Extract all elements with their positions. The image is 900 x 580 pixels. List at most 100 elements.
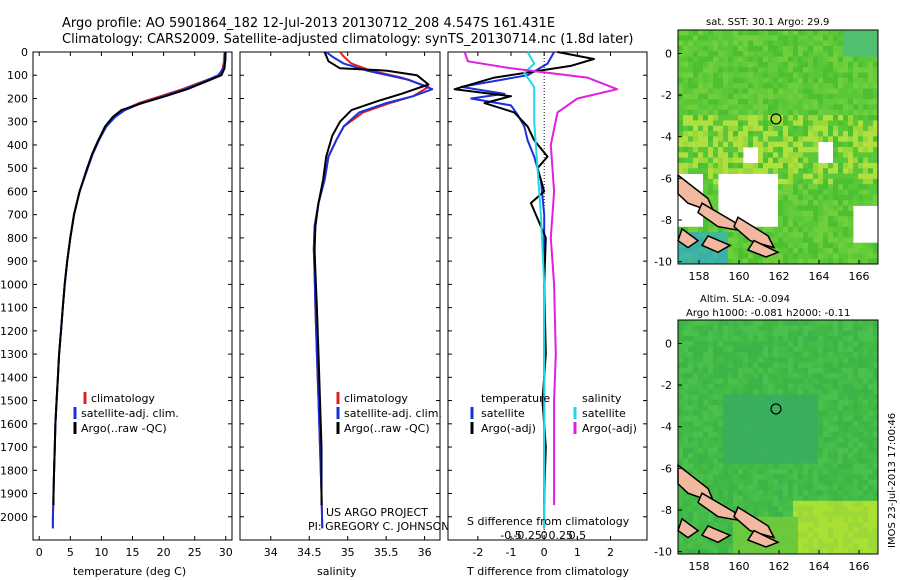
map-cell bbox=[723, 131, 729, 137]
map-cell bbox=[713, 548, 719, 555]
map-cell bbox=[733, 51, 739, 57]
map-cell bbox=[873, 320, 879, 326]
map-cell bbox=[768, 67, 774, 73]
map-cell bbox=[788, 516, 794, 523]
map-cell bbox=[678, 410, 684, 417]
map-cell bbox=[723, 437, 729, 443]
map-cell bbox=[868, 168, 874, 174]
map-cell bbox=[803, 77, 809, 84]
map-cell bbox=[858, 109, 864, 116]
map-cell bbox=[858, 147, 864, 153]
map-cell bbox=[693, 40, 699, 47]
map-cell bbox=[713, 152, 719, 159]
map-cell bbox=[728, 40, 734, 47]
map-cell bbox=[738, 248, 744, 254]
map-cell bbox=[783, 442, 789, 449]
map-cell bbox=[858, 178, 864, 185]
map-cell bbox=[683, 378, 689, 385]
map-cell bbox=[708, 437, 714, 443]
map-cell bbox=[843, 362, 849, 369]
map-cell bbox=[873, 383, 879, 390]
map-cell bbox=[718, 399, 724, 406]
map-cell bbox=[718, 61, 724, 68]
map-cell bbox=[688, 30, 694, 36]
map-cell bbox=[773, 479, 779, 486]
map-cell bbox=[678, 538, 684, 544]
map-cell bbox=[838, 527, 844, 534]
map-cell bbox=[743, 325, 749, 332]
map-cell bbox=[723, 248, 729, 254]
map-cell bbox=[718, 373, 724, 379]
map-cell bbox=[723, 405, 729, 411]
map-cell bbox=[868, 40, 874, 47]
map-cell bbox=[713, 147, 719, 153]
map-cell bbox=[678, 125, 684, 132]
map-cell bbox=[818, 415, 824, 422]
map-cell bbox=[683, 410, 689, 417]
map-cell bbox=[828, 543, 834, 550]
map-cell bbox=[763, 468, 769, 475]
map-cell bbox=[793, 351, 799, 358]
map-cell bbox=[763, 35, 769, 42]
map-cell bbox=[713, 484, 719, 491]
map-cell bbox=[773, 30, 779, 36]
map-cell bbox=[783, 346, 789, 353]
map-cell bbox=[798, 543, 804, 550]
map-cell bbox=[828, 484, 834, 491]
map-cell bbox=[718, 330, 724, 337]
map-cell bbox=[798, 221, 804, 228]
map-cell bbox=[743, 484, 749, 491]
map-cell bbox=[848, 410, 854, 417]
map-cell bbox=[813, 216, 819, 222]
map-cell bbox=[698, 115, 704, 121]
map-cell bbox=[783, 40, 789, 47]
map-cell bbox=[813, 99, 819, 105]
map-cell bbox=[713, 452, 719, 459]
map-cell bbox=[793, 421, 799, 427]
map-cell bbox=[853, 173, 859, 180]
map-cell bbox=[778, 72, 784, 79]
map-cell bbox=[783, 189, 789, 196]
map-cell bbox=[753, 30, 759, 36]
map-cell bbox=[813, 152, 819, 159]
map-cell bbox=[788, 67, 794, 73]
map-cell bbox=[823, 335, 829, 342]
map-cell bbox=[833, 373, 839, 379]
map-cell bbox=[768, 383, 774, 390]
map-cell bbox=[783, 320, 789, 326]
map-cell bbox=[788, 162, 794, 169]
map-cell bbox=[783, 30, 789, 36]
map-cell bbox=[743, 437, 749, 443]
map-cell bbox=[748, 463, 754, 470]
map-cell bbox=[778, 157, 784, 164]
map-cell bbox=[848, 373, 854, 379]
map-cell bbox=[748, 330, 754, 337]
map-cell bbox=[688, 40, 694, 47]
map-cell bbox=[843, 162, 849, 169]
map-cell bbox=[763, 226, 769, 233]
map-cell bbox=[693, 45, 699, 52]
map-cell bbox=[848, 194, 854, 201]
map-cell bbox=[778, 205, 784, 212]
series-line bbox=[52, 52, 227, 506]
map-cell bbox=[833, 253, 839, 260]
map-cell bbox=[713, 421, 719, 427]
map-cell bbox=[708, 335, 714, 342]
map-cell bbox=[748, 479, 754, 486]
map-cell bbox=[708, 136, 714, 143]
map-cell bbox=[703, 538, 709, 544]
depth-tick-label: 1300 bbox=[0, 348, 28, 361]
map-cell bbox=[758, 410, 764, 417]
map-cell bbox=[813, 157, 819, 164]
map-cell bbox=[793, 431, 799, 438]
map-cell bbox=[678, 516, 684, 523]
map-cell bbox=[748, 104, 754, 111]
map-cell bbox=[828, 458, 834, 464]
map-cell bbox=[778, 45, 784, 52]
map-cell bbox=[848, 516, 854, 523]
map-cell bbox=[823, 125, 829, 132]
map-cell bbox=[853, 351, 859, 358]
map-cell bbox=[748, 325, 754, 332]
map-cell bbox=[678, 88, 684, 95]
map-cell bbox=[838, 367, 844, 374]
